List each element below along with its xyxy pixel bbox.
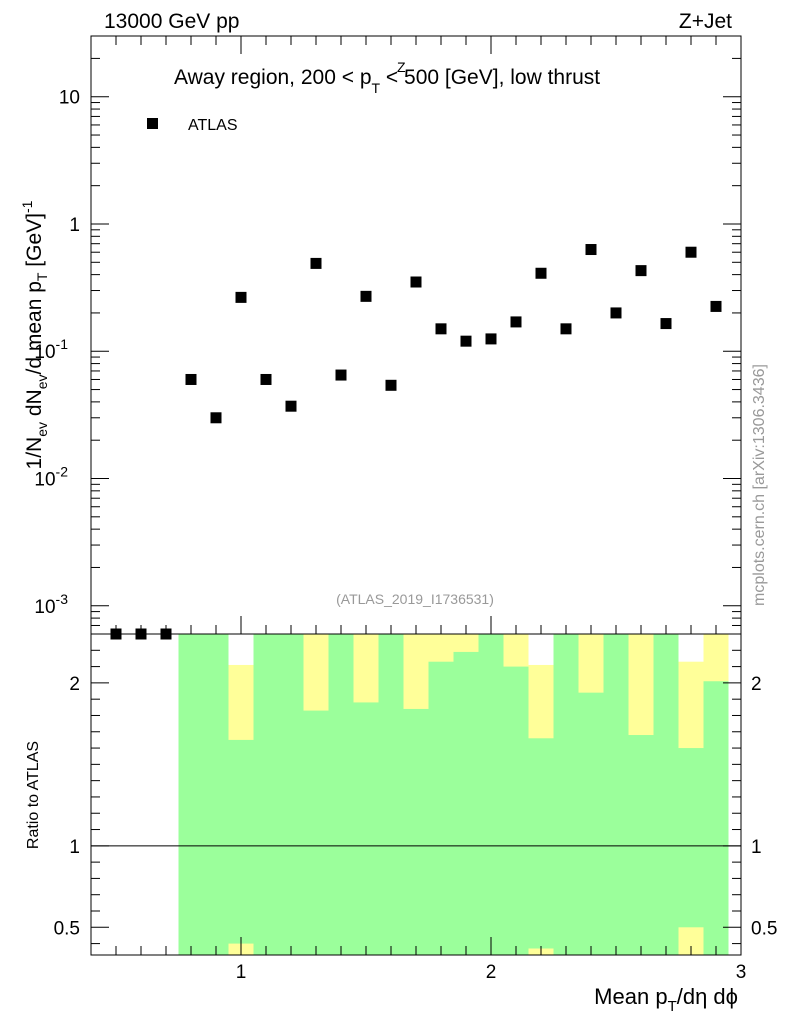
beam-label: 13000 GeV pp xyxy=(104,10,239,33)
data-point-atlas xyxy=(410,276,422,288)
ratio-band-inner xyxy=(628,735,654,955)
data-point-atlas xyxy=(710,300,722,312)
ratio-band-inner xyxy=(603,634,629,955)
data-point-atlas xyxy=(210,412,222,424)
ratio-y-tick-labels: 0.5 0.5 1 1 2 2 xyxy=(54,674,778,939)
data-point-atlas xyxy=(335,369,347,381)
ratio-y-tick-label-right: 2 xyxy=(751,674,762,695)
ratio-band-inner xyxy=(578,692,604,955)
ratio-band-inner xyxy=(228,739,254,944)
data-point-atlas xyxy=(360,290,372,302)
legend: ATLAS xyxy=(147,117,238,134)
ratio-y-tick-label-right: 1 xyxy=(751,837,762,858)
data-point-atlas xyxy=(660,318,672,330)
x-axis-title: Mean pT/dη dϕ xyxy=(594,984,738,1015)
data-point-atlas xyxy=(285,400,297,412)
ratio-band-inner xyxy=(428,661,454,955)
data-point-atlas xyxy=(260,373,272,385)
main-panel: 10-3 10-2 10-1 1 10 Away region, 200 < pT < … xyxy=(19,35,742,640)
ratio-band-inner xyxy=(203,634,229,955)
data-point-atlas xyxy=(685,246,697,258)
main-y-tick-label: 10 xyxy=(59,88,80,109)
ratio-y-tick-label-right: 0.5 xyxy=(751,918,777,939)
ratio-band-inner xyxy=(353,702,379,955)
atlas-data-markers xyxy=(110,244,722,640)
watermark: mcplots.cern.ch [arXiv:1306.3436] xyxy=(751,364,768,606)
legend-label-atlas: ATLAS xyxy=(188,117,238,134)
process-label: Z+Jet xyxy=(679,10,732,33)
main-y-tick-labels: 10-3 10-2 10-1 1 10 xyxy=(34,88,80,618)
ratio-band-inner xyxy=(178,634,204,955)
ratio-y-tick-label-left: 1 xyxy=(69,837,80,858)
main-y-tick-label: 10-2 xyxy=(34,464,68,491)
ratio-band-inner xyxy=(253,634,279,955)
main-y-tick-label: 10-1 xyxy=(34,336,68,363)
data-point-atlas xyxy=(235,291,247,303)
ratio-panel: 0.5 0.5 1 1 2 2 1 2 3 Ratio to ATLAS Mean pT/dη… xyxy=(25,633,778,1015)
data-point-atlas xyxy=(385,379,397,391)
analysis-id: (ATLAS_2019_I1736531) xyxy=(336,591,494,607)
data-point-atlas xyxy=(635,265,647,277)
ratio-band-inner xyxy=(653,634,679,955)
main-y-axis-title: 1/Nev dNev/d mean pT [GeV]-1 xyxy=(19,200,50,469)
ratio-axis-ticks xyxy=(91,633,742,955)
ratio-band-inner xyxy=(378,634,404,955)
data-point-atlas xyxy=(510,316,522,328)
main-y-tick-label: 1 xyxy=(69,215,80,236)
ratio-band-inner xyxy=(403,708,429,955)
ratio-uncertainty-bands xyxy=(178,634,729,955)
data-point-atlas xyxy=(485,333,497,345)
ratio-band-inner xyxy=(303,710,329,955)
data-point-atlas xyxy=(185,373,197,385)
ratio-band-inner xyxy=(328,634,354,955)
legend-marker-atlas xyxy=(147,118,158,129)
data-point-atlas xyxy=(310,257,322,269)
ratio-y-axis-title: Ratio to ATLAS xyxy=(25,741,42,849)
data-point-atlas xyxy=(435,323,447,335)
ratio-y-tick-label-left: 0.5 xyxy=(54,918,80,939)
main-y-tick-label: 10-3 xyxy=(34,591,68,618)
ratio-band-inner xyxy=(453,651,479,955)
ratio-y-tick-label-left: 2 xyxy=(69,674,80,695)
x-tick-label: 1 xyxy=(236,962,247,983)
data-point-atlas xyxy=(560,323,572,335)
region-title: Away region, 200 < pT < 500 [GeV], low t… xyxy=(174,66,600,96)
ratio-band-inner xyxy=(553,634,579,955)
ratio-band-inner xyxy=(678,748,704,928)
x-tick-label: 2 xyxy=(486,962,497,983)
ratio-band-inner xyxy=(703,681,729,955)
main-axis-ticks xyxy=(91,35,742,635)
x-tick-labels: 1 2 3 xyxy=(236,962,747,983)
region-title-superscript: Z xyxy=(397,59,406,75)
data-point-atlas xyxy=(460,335,472,347)
ratio-band-inner xyxy=(503,666,529,955)
ratio-band-inner xyxy=(278,634,304,955)
data-point-atlas xyxy=(535,267,547,279)
ratio-band-inner xyxy=(478,634,504,955)
data-point-atlas xyxy=(585,244,597,256)
ratio-band-inner xyxy=(528,738,554,949)
x-tick-label: 3 xyxy=(736,962,747,983)
data-point-atlas xyxy=(610,307,622,319)
